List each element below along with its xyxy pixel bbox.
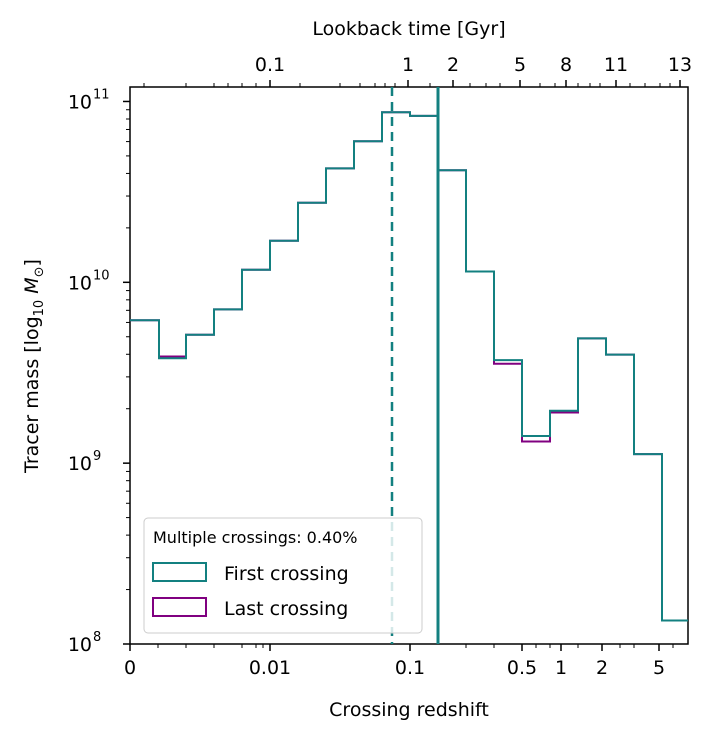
top-tick-label: 8 [560,54,572,76]
x-tick-label: 0.1 [395,657,425,679]
y-axis-label: Tracer mass [log10 M⊙] [21,259,47,474]
x-tick-label: 0.01 [249,657,291,679]
top-tick-label: 11 [604,54,628,76]
first-crossing-series [130,111,688,622]
y-tick-exponent: 8 [93,630,101,645]
x-tick-label: 5 [653,657,665,679]
x-axis-ticks: 0 0.01 0.1 0.5 1 2 5 [124,644,674,679]
x-axis-label: Crossing redshift [329,699,489,721]
y-tick-exponent: 11 [93,87,110,102]
legend-swatch-first-crossing [152,562,207,582]
top-tick-label: 0.1 [255,54,285,76]
y-axis-label-main: Tracer mass [log [21,316,43,474]
legend-swatch-last-crossing [152,597,207,617]
legend: Multiple crossings: 0.40% First crossing… [143,517,423,634]
top-axis-ticks: 0.1 1 2 5 8 11 13 [143,54,692,87]
top-tick-label: 5 [514,54,526,76]
top-tick-label: 1 [402,54,414,76]
y-axis-label-var: M [21,277,43,299]
plot-frame [129,86,689,645]
x-tick-label: 2 [596,657,608,679]
y-axis-label-close: ] [21,259,43,266]
y-tick-label: 10 [68,453,92,475]
y-tick-label: 10 [68,272,92,294]
x-tick-label: 0.5 [507,657,537,679]
legend-title: Multiple crossings: 0.40% [153,528,358,547]
y-tick-label: 10 [68,634,92,656]
y-axis-label-log-sub: 10 [32,300,47,317]
y-tick-exponent: 10 [93,268,110,283]
y-axis-label-sun: ⊙ [32,266,47,277]
legend-label-last-crossing: Last crossing [224,598,348,620]
y-tick-label: 10 [68,91,92,113]
top-axis-label: Lookback time [Gyr] [312,18,505,40]
first-crossing-step-line [130,111,688,622]
top-tick-label: 2 [447,54,459,76]
x-tick-label: 1 [555,657,567,679]
y-tick-exponent: 9 [93,449,101,464]
legend-box [143,517,423,634]
top-tick-label: 13 [668,54,692,76]
x-tick-label: 0 [124,657,136,679]
legend-label-first-crossing: First crossing [224,563,349,585]
